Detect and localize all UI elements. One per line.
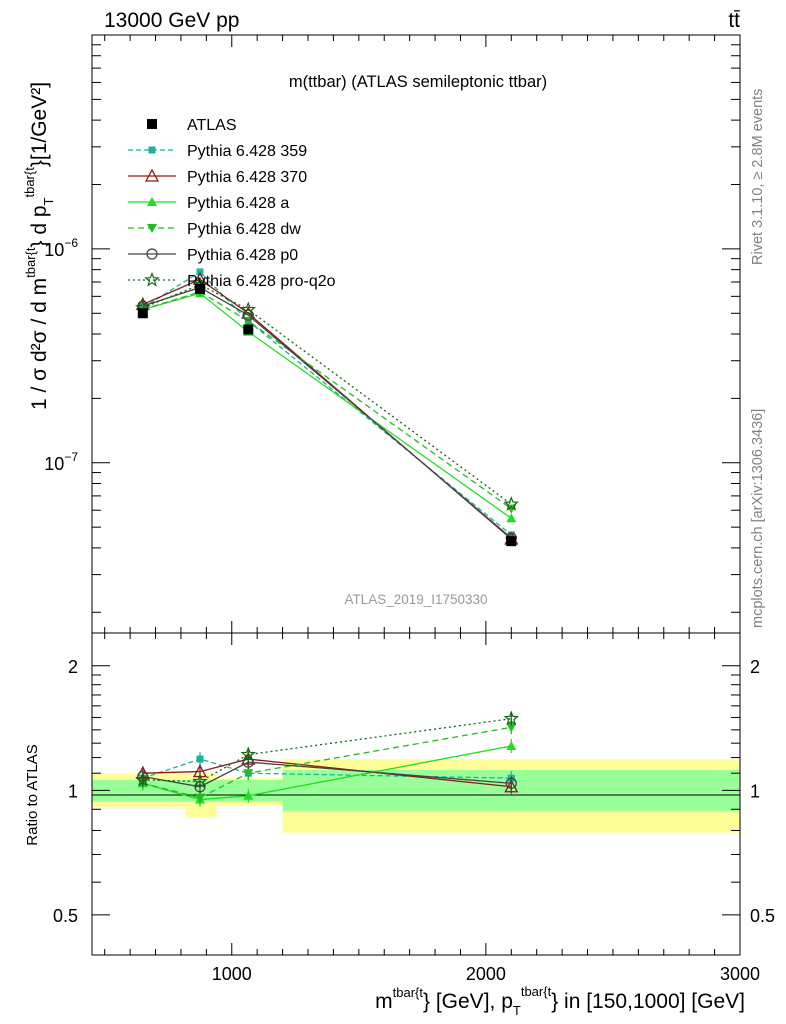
data-point-pythia-6-428-pro-q2o [240, 301, 257, 317]
data-point-pythia-6-428-dw [506, 504, 517, 514]
legend-label-pythia-6-428-359: Pythia 6.428 359 [187, 143, 307, 160]
legend-marker-atlas [147, 119, 157, 129]
series-line-pythia-6-428-370 [142, 278, 512, 540]
ratio-line-pythia-6-428-p0 [142, 761, 512, 788]
y-tick-label: 10−7 [44, 450, 78, 474]
ratio-axis-ticks: 1000 2000 3000 0.5 0.5 1 1 2 2 [53, 633, 775, 984]
legend-label-pythia-6-428-a: Pythia 6.428 a [187, 195, 289, 212]
ratio-tick-label-left: 2 [68, 657, 78, 677]
legend-marker-pythia-6-428-370 [144, 168, 160, 182]
uncertainty-band-inner [92, 779, 187, 802]
data-point-atlas [137, 308, 148, 319]
ratio-series-layer [135, 710, 520, 807]
main-series-layer [135, 268, 520, 547]
series-line-pythia-6-428-a [142, 292, 512, 519]
ratio-tick-label-right: 2 [750, 657, 760, 677]
ratio-line-pythia-6-428-pro-q2o [142, 718, 512, 783]
data-point-pythia-6-428-359 [507, 531, 515, 539]
ratio-point-pythia-6-428-pro-q2o [192, 773, 208, 789]
series-line-pythia-6-428-pro-q2o [142, 283, 512, 505]
data-point-atlas [243, 324, 254, 335]
uncertainty-band-inner [216, 779, 283, 802]
legend-label-pythia-6-428-pro-q2o: Pythia 6.428 pro-q2o [187, 273, 336, 290]
ratio-tick-label-left: 1 [68, 781, 78, 801]
ratio-tick-label-right: 0.5 [750, 906, 775, 926]
legend-marker-pythia-6-428-dw [147, 224, 157, 233]
ratio-point-pythia-6-428-dw [243, 769, 254, 779]
legend-label-pythia-6-428-370: Pythia 6.428 370 [187, 169, 307, 186]
process-label: tt̄ [728, 9, 740, 32]
ratio-line-pythia-6-428-359 [142, 758, 512, 779]
legend-marker-pythia-6-428-pro-q2o [144, 271, 160, 287]
ratio-tick-label-left: 0.5 [53, 906, 78, 926]
ratio-point-pythia-6-428-pro-q2o [240, 746, 257, 762]
legend-marker-pythia-6-428-359 [148, 146, 156, 154]
legend: ATLAS Pythia 6.428 359 Pythia 6.428 370 Pyt… [128, 117, 336, 290]
data-point-atlas [506, 536, 517, 547]
legend-label-pythia-6-428-dw: Pythia 6.428 dw [187, 221, 301, 238]
main-axis-ticks: 10−7 10−6 [44, 34, 741, 633]
x-tick-label: 1000 [212, 964, 252, 984]
series-line-pythia-6-428-p0 [142, 286, 512, 539]
ratio-point-pythia-6-428-pro-q2o [503, 710, 520, 726]
x-tick-label: 2000 [466, 964, 506, 984]
ratio-point-pythia-6-428-359 [196, 755, 204, 763]
ratio-line-pythia-6-428-a [142, 745, 512, 801]
legend-marker-pythia-6-428-p0 [146, 248, 158, 260]
ratio-point-pythia-6-428-pro-q2o [135, 771, 151, 787]
ratio-panel: 1000 2000 3000 0.5 0.5 1 1 2 2 [53, 632, 775, 984]
ratio-panel-frame [91, 632, 741, 956]
ratio-point-pythia-6-428-p0 [505, 777, 517, 789]
y-tick-label: 10−6 [44, 236, 78, 260]
y-axis-label: 1 / σ d²σ / d mtbar{t} d pTtbar{t}[1/GeV… [22, 82, 56, 410]
ratio-point-pythia-6-428-dw [195, 793, 205, 803]
ratio-point-pythia-6-428-370 [504, 779, 519, 793]
mcplots-label: mcplots.cern.ch [arXiv:1306.3436] [750, 409, 766, 628]
series-line-pythia-6-428-359 [142, 271, 512, 536]
data-point-pythia-6-428-359 [196, 268, 204, 276]
data-point-pythia-6-428-a [506, 513, 517, 523]
main-panel: 10−7 10−6 m(ttbar) (ATLAS semileptonic tt… [44, 34, 741, 634]
ratio-point-pythia-6-428-dw [506, 723, 517, 733]
x-tick-label: 3000 [720, 964, 760, 984]
ratio-point-pythia-6-428-a [506, 740, 517, 750]
rivet-label: Rivet 3.1.10, ≥ 2.8M events [750, 89, 766, 265]
legend-label-pythia-6-428-p0: Pythia 6.428 p0 [187, 247, 298, 264]
series-line-pythia-6-428-dw [142, 291, 512, 510]
x-axis-label: mtbar{t} [GeV], pTtbar{t} in [150,1000] … [375, 984, 745, 1018]
energy-label: 13000 GeV pp [104, 9, 239, 32]
legend-label-atlas: ATLAS [187, 117, 237, 134]
data-point-atlas [195, 283, 205, 294]
ratio-tick-label-right: 1 [750, 781, 760, 801]
data-point-pythia-6-428-pro-q2o [503, 496, 520, 511]
legend-marker-pythia-6-428-a [147, 197, 157, 206]
analysis-watermark: ATLAS_2019_I1750330 [344, 592, 487, 607]
chart-title: m(ttbar) (ATLAS semileptonic ttbar) [289, 73, 547, 91]
ratio-point-pythia-6-428-a [243, 790, 254, 800]
ratio-y-axis-label: Ratio to ATLAS [24, 744, 41, 845]
